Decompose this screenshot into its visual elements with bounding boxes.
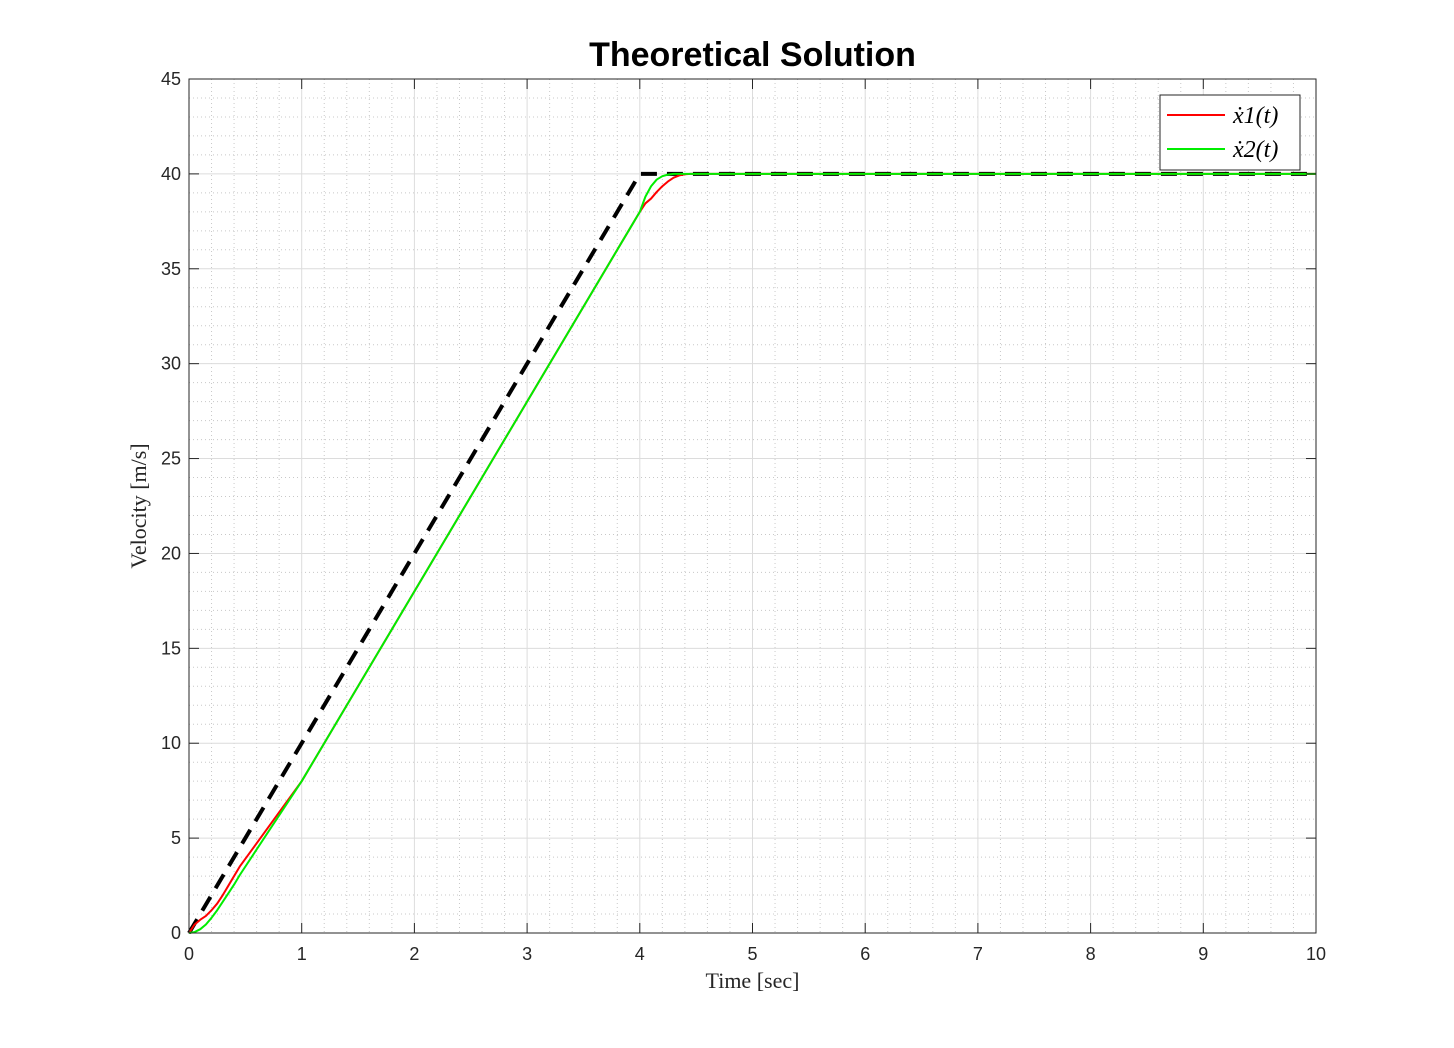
x-tick-label: 9	[1198, 944, 1208, 964]
x-tick-label: 5	[747, 944, 757, 964]
x-tick-label: 0	[184, 944, 194, 964]
x-tick-label: 2	[409, 944, 419, 964]
x-tick-labels: 0 1 2 3 4 5 6 7 8 9 10	[184, 944, 1326, 964]
y-axis-label: Velocity [m/s]	[126, 443, 151, 568]
legend-box	[1159, 94, 1301, 171]
y-tick-label: 25	[161, 449, 181, 469]
x-tick-label: 7	[973, 944, 983, 964]
legend-label: ẋ2(t)	[1232, 137, 1278, 163]
y-tick-label: 0	[171, 923, 181, 943]
x-tick-label: 10	[1306, 944, 1326, 964]
y-tick-label: 10	[161, 733, 181, 753]
y-tick-label: 40	[161, 164, 181, 184]
y-tick-label: 15	[161, 638, 181, 658]
x-axis-label: Time [sec]	[706, 968, 800, 993]
x-tick-label: 3	[522, 944, 532, 964]
series-layer	[187, 171, 1316, 935]
x-tick-label: 6	[860, 944, 870, 964]
series-line-x2-dot	[188, 172, 1316, 934]
y-tick-labels: 0 5 10 15 20 25 30 35 40 45	[161, 69, 181, 943]
legend: ẋ1(t) ẋ2(t)	[1159, 94, 1301, 171]
x-tick-label: 4	[635, 944, 645, 964]
chart-title: Theoretical Solution	[589, 36, 916, 74]
y-tick-label: 20	[161, 543, 181, 563]
y-tick-label: 30	[161, 354, 181, 374]
y-tick-label: 45	[161, 69, 181, 89]
y-tick-label: 5	[171, 828, 181, 848]
y-tick-label: 35	[161, 259, 181, 279]
x-tick-label: 8	[1086, 944, 1096, 964]
legend-label: ẋ1(t)	[1232, 103, 1278, 129]
axis-ticks	[188, 78, 1317, 934]
x-tick-label: 1	[297, 944, 307, 964]
